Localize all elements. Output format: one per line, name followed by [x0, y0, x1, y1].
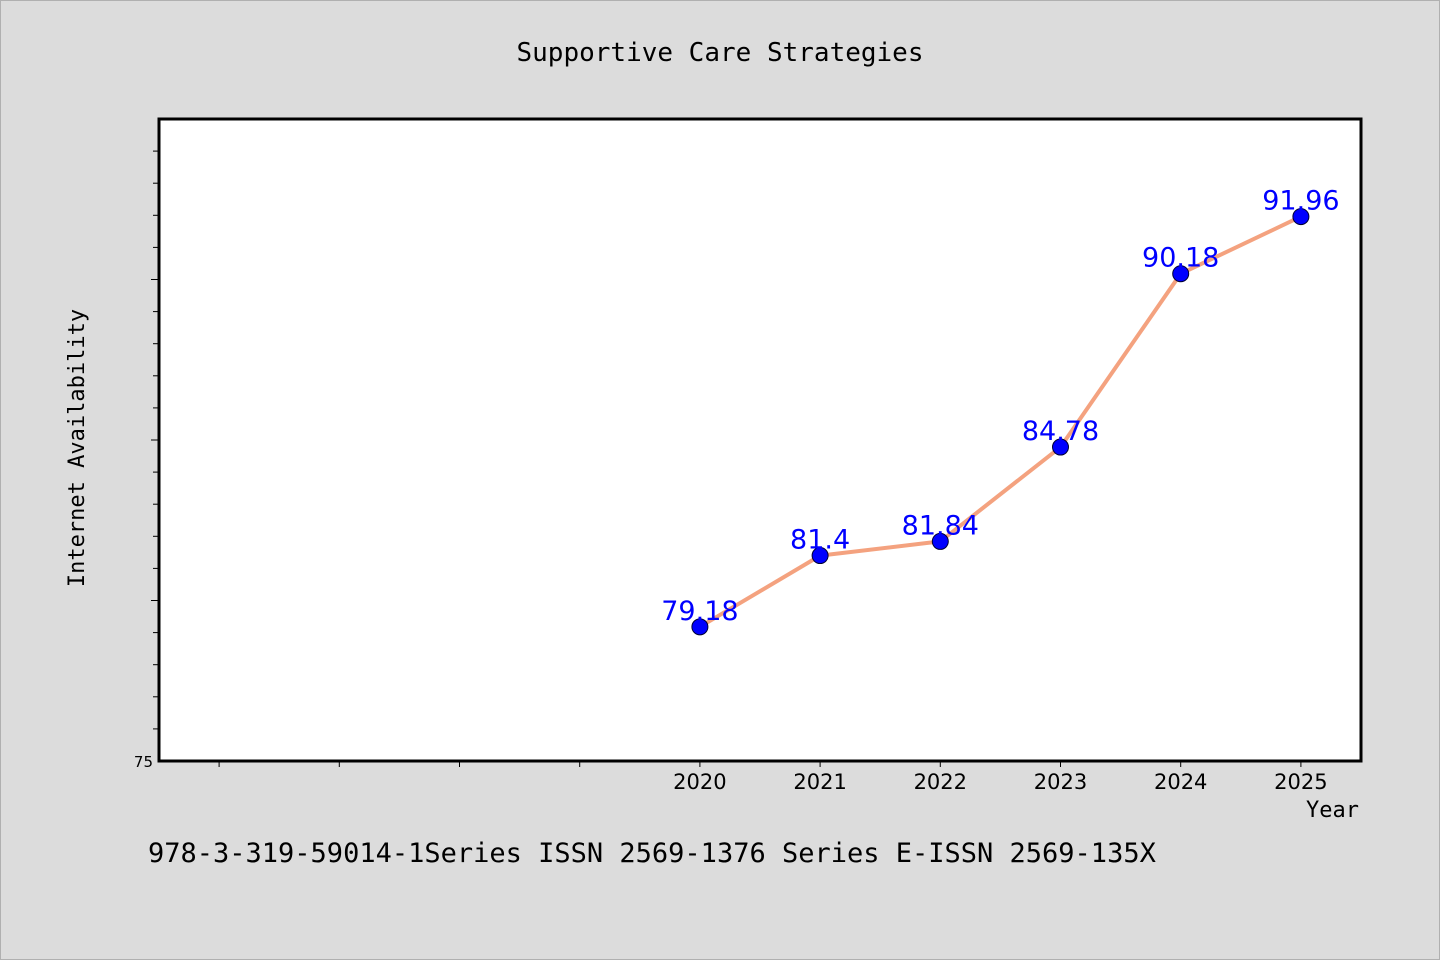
x-tick-label: 2025	[1274, 770, 1327, 794]
x-axis-tick-labels: 2020 2021 2022 2023 2024 2025	[673, 770, 1327, 794]
series-markers	[691, 208, 1310, 636]
data-point-marker	[1292, 208, 1310, 226]
data-point-label: 81.4	[790, 525, 850, 556]
chart-title: Supportive Care Strategies	[517, 38, 924, 68]
data-labels: 79.18 81.4 81.84 84.78 90.18 91.96	[661, 186, 1339, 627]
plot-area	[157, 117, 1363, 763]
footer-identifier-text: 978-3-319-59014-1Series ISSN 2569-1376 S…	[148, 838, 1156, 869]
y-tick-label: 75	[134, 753, 153, 771]
x-tick-label: 2022	[914, 770, 967, 794]
data-point-marker	[1172, 265, 1190, 283]
data-point-marker	[931, 532, 949, 550]
x-tick-label: 2023	[1034, 770, 1087, 794]
data-point-label: 84.78	[1022, 416, 1099, 447]
data-point-label: 91.96	[1262, 186, 1339, 217]
data-point-marker	[811, 547, 829, 565]
x-axis-ticks	[218, 761, 1302, 767]
y-axis-ticks	[151, 150, 159, 730]
data-point-marker	[1052, 438, 1069, 456]
data-point-label: 81.84	[902, 510, 979, 541]
y-axis-tick-labels: 75	[134, 753, 153, 771]
y-axis-label: Internet Availability	[65, 309, 90, 587]
data-point-label: 79.18	[661, 596, 738, 627]
data-point-marker	[691, 618, 709, 636]
x-tick-label: 2020	[673, 770, 726, 794]
x-tick-label: 2021	[793, 770, 846, 794]
x-axis-label: Year	[1306, 798, 1359, 823]
data-point-label: 90.18	[1142, 243, 1219, 274]
series-line	[698, 214, 1302, 629]
x-tick-label: 2024	[1154, 770, 1207, 794]
